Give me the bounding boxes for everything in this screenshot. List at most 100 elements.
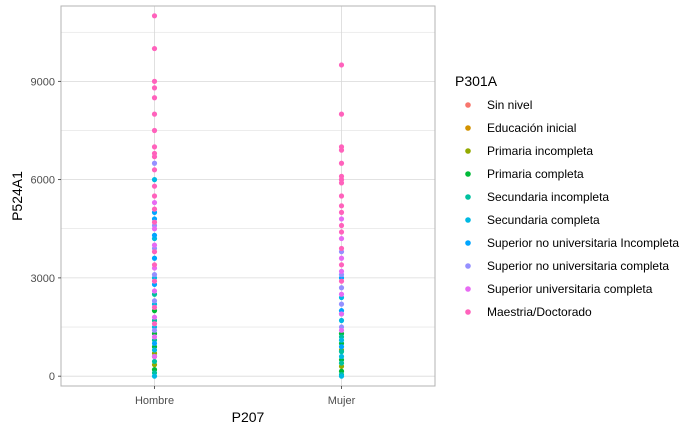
data-point xyxy=(151,327,158,333)
data-point xyxy=(338,160,345,166)
data-point xyxy=(338,337,345,343)
data-point xyxy=(338,144,345,150)
legend-items: Sin nivel Educación inicial Primaria incom… xyxy=(465,98,679,319)
y-axis-ticks: 0 3000 6000 9000 xyxy=(31,76,61,383)
data-point xyxy=(338,291,345,297)
y-tick-label: 0 xyxy=(49,371,55,383)
data-point xyxy=(338,353,345,360)
data-point xyxy=(338,203,345,209)
data-point xyxy=(338,111,345,117)
y-tick-label: 3000 xyxy=(31,273,55,285)
data-point xyxy=(338,229,345,235)
data-point xyxy=(151,95,158,101)
data-point xyxy=(151,255,158,261)
data-point xyxy=(338,216,345,222)
legend-label: Superior no universitaria Incompleta xyxy=(487,236,679,250)
data-point xyxy=(151,183,158,189)
data-point xyxy=(338,327,345,333)
data-point xyxy=(151,242,158,248)
legend-title: P301A xyxy=(455,73,498,89)
x-tick-label: Mujer xyxy=(328,395,356,407)
data-point xyxy=(338,317,345,324)
data-point xyxy=(151,144,158,150)
data-point xyxy=(338,349,345,355)
data-point xyxy=(338,262,345,268)
legend-key xyxy=(465,194,471,200)
legend-label: Maestria/Doctorado xyxy=(487,305,592,319)
data-point xyxy=(151,232,158,238)
data-point xyxy=(338,193,345,199)
data-point xyxy=(151,321,158,327)
legend-key xyxy=(465,240,471,246)
legend-label: Primaria completa xyxy=(487,167,584,181)
data-point xyxy=(338,311,345,317)
plot-panel xyxy=(61,6,435,386)
data-point xyxy=(151,278,158,284)
data-point xyxy=(151,358,158,365)
data-point xyxy=(151,85,158,91)
x-axis-title: P207 xyxy=(232,409,265,425)
data-point xyxy=(151,288,158,294)
legend-key xyxy=(465,217,471,223)
data-point xyxy=(338,344,345,350)
data-point xyxy=(151,347,158,353)
data-point xyxy=(151,167,158,173)
data-point xyxy=(338,62,345,68)
data-point xyxy=(151,206,158,212)
data-point xyxy=(338,301,345,307)
y-tick-label: 9000 xyxy=(31,76,55,88)
data-point xyxy=(151,249,158,255)
data-point xyxy=(338,235,345,242)
legend-label: Secundaria completa xyxy=(487,213,600,227)
data-point xyxy=(338,209,345,215)
data-point xyxy=(338,360,345,366)
data-point xyxy=(338,268,345,274)
legend-key xyxy=(465,309,471,315)
legend-key xyxy=(465,263,471,269)
legend-key xyxy=(465,102,471,108)
data-point xyxy=(151,111,158,117)
data-point xyxy=(151,127,158,134)
plot-border xyxy=(60,5,436,387)
legend-key xyxy=(465,171,471,177)
data-point xyxy=(151,219,158,225)
data-points xyxy=(151,13,345,379)
data-point xyxy=(151,304,158,310)
data-point xyxy=(151,150,158,157)
data-point xyxy=(151,353,158,360)
data-point xyxy=(151,13,158,19)
data-point xyxy=(338,278,345,284)
legend: P301A Sin nivel Educación inicial Primaria… xyxy=(455,73,679,319)
legend-label: Sin nivel xyxy=(487,98,532,112)
data-point xyxy=(151,272,158,278)
legend-key xyxy=(465,125,471,131)
data-point xyxy=(338,173,345,179)
data-point xyxy=(338,285,345,291)
legend-key xyxy=(465,286,471,292)
legend-label: Secundaria incompleta xyxy=(487,190,609,204)
legend-label: Educación inicial xyxy=(487,121,576,135)
data-point xyxy=(338,373,345,379)
x-axis-ticks: Hombre Mujer xyxy=(135,386,356,407)
data-point xyxy=(338,222,345,229)
data-point xyxy=(151,373,158,379)
data-point xyxy=(151,226,158,232)
data-point xyxy=(151,298,158,304)
data-point xyxy=(151,78,158,84)
x-tick-label: Hombre xyxy=(135,395,174,407)
data-point xyxy=(151,193,158,199)
legend-label: Superior universitaria completa xyxy=(487,282,653,296)
y-axis-title: P524A1 xyxy=(9,171,25,221)
y-tick-label: 6000 xyxy=(31,175,55,187)
data-point xyxy=(151,177,158,183)
legend-label: Primaria incompleta xyxy=(487,144,593,158)
data-point xyxy=(151,340,158,347)
data-point xyxy=(338,245,345,252)
data-point xyxy=(151,262,158,268)
data-point xyxy=(151,314,158,320)
data-point xyxy=(151,199,158,206)
data-point xyxy=(151,334,158,340)
data-point xyxy=(151,45,158,52)
data-point xyxy=(338,255,345,261)
